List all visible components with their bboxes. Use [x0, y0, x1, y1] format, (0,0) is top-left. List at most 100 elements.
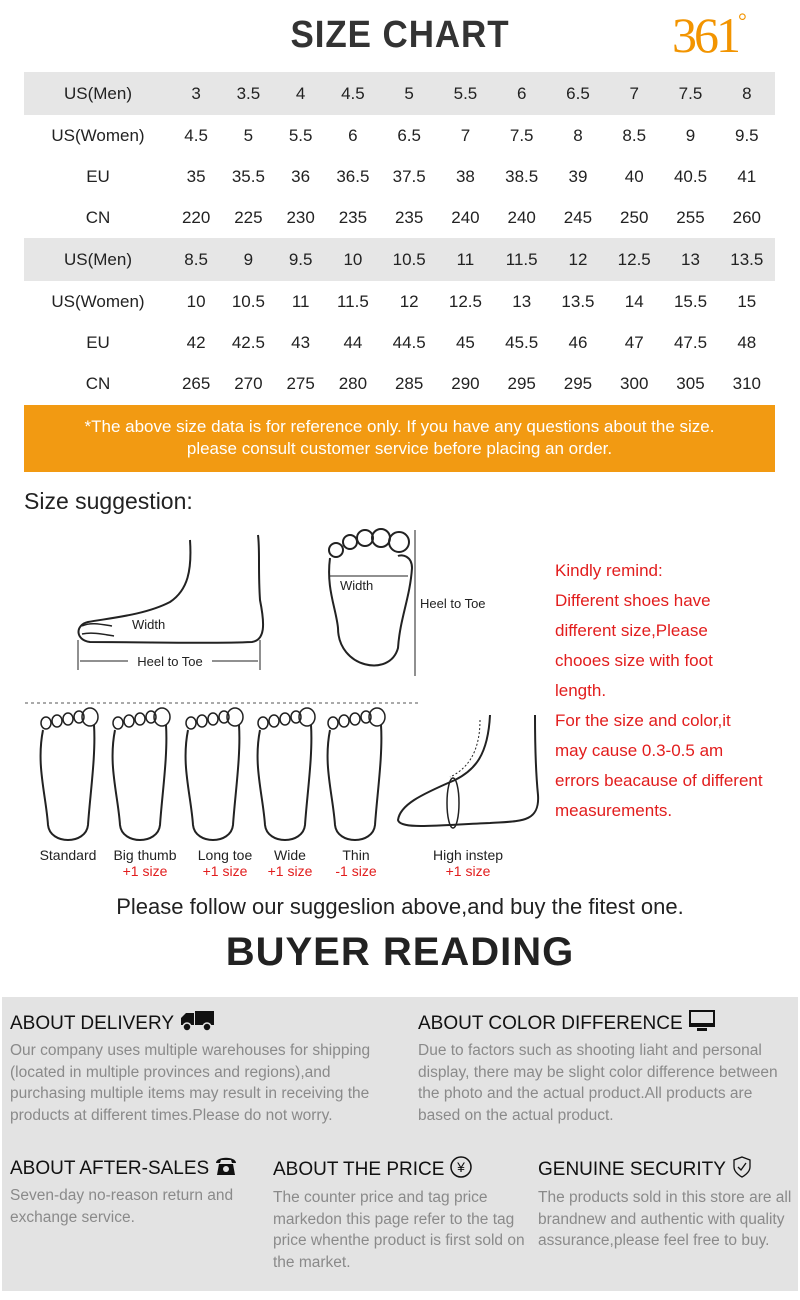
size-cell: 48: [737, 332, 757, 352]
section-title: ABOUT DELIVERY: [10, 1013, 175, 1034]
foot-type-label: High instep +1 size: [423, 847, 513, 879]
remind-line: different size,Please: [555, 621, 708, 640]
foot-outline: [184, 707, 244, 841]
size-cell: 5.5: [288, 125, 313, 145]
size-cell: 270: [234, 373, 263, 393]
size-cell: 4.5: [324, 72, 382, 115]
size-cell: 8.5: [622, 125, 647, 145]
size-cell: 45.5: [505, 332, 539, 352]
top-foot-diagram: Width Heel to Toe: [328, 528, 486, 676]
size-cell: 225: [234, 207, 263, 227]
svg-text:¥: ¥: [456, 1159, 465, 1175]
size-cell: 47: [624, 332, 644, 352]
size-cell: 12.5: [606, 238, 663, 281]
buyer-section: ABOUT COLOR DIFFERENCE Due to factors suc…: [418, 1010, 798, 1126]
foot-outline: [111, 707, 171, 841]
foot-type-name: Standard: [39, 847, 97, 863]
size-cell: 41: [737, 166, 757, 186]
size-cell: 38.5: [505, 166, 539, 186]
width-top-label: Width: [340, 578, 373, 593]
size-cell: 7.5: [509, 125, 534, 145]
foot-type-label: Big thumb +1 size: [100, 847, 190, 879]
size-suggestion-title: Size suggestion:: [24, 488, 193, 514]
section-text: Our company uses multiple warehouses for…: [10, 1042, 371, 1124]
size-cell: 295: [507, 373, 536, 393]
buyer-section: ABOUT DELIVERY Our company uses multiple …: [10, 1010, 400, 1126]
size-cell: 11.5: [493, 238, 550, 281]
size-cell: 230: [286, 207, 315, 227]
size-cell: 5: [243, 125, 254, 145]
size-cell: 250: [620, 207, 649, 227]
size-cell: 15: [737, 291, 757, 311]
size-cell: 5.5: [437, 72, 494, 115]
size-cell: 280: [338, 373, 368, 393]
size-cell: 10.5: [381, 238, 438, 281]
size-cell: 47.5: [673, 332, 708, 352]
size-cell: 36.5: [336, 166, 370, 186]
size-cell: 12: [399, 291, 419, 311]
size-table: US(Men) 3 3.5 4 4.5 5 5.5 6 6.5 7 7.5 8 US(Women) 4.5…: [24, 72, 775, 404]
foot-type-label: Wide +1 size: [245, 847, 335, 879]
size-cell: 220: [181, 207, 211, 227]
remind-line: Kindly remind:: [555, 561, 663, 580]
foot-type-name: Wide: [274, 847, 306, 863]
size-adjust: +1 size: [445, 863, 491, 879]
heel-to-toe-label: Heel to Toe: [137, 654, 203, 669]
size-row: CN 265 270 275 280 285 290 295 295 300 305 310: [24, 363, 775, 404]
size-cell: 15.5: [673, 291, 708, 311]
size-cell: 37.5: [392, 166, 426, 186]
size-cell: 240: [507, 207, 536, 227]
remind-line: measurements.: [555, 801, 673, 820]
section-heading: ABOUT THE PRICE ¥: [273, 1155, 528, 1185]
size-cell: 265: [181, 373, 211, 393]
row-label: US(Women): [51, 291, 145, 311]
size-cell: 11: [437, 238, 494, 281]
truck-icon: [179, 1010, 215, 1038]
section-text: Seven-day no-reason return and exchange …: [10, 1187, 234, 1226]
remind-line: Different shoes have: [555, 591, 711, 610]
size-cell: 11: [291, 291, 310, 311]
foot-outline: [326, 707, 386, 841]
size-cell: 255: [676, 207, 705, 227]
brand-logo: 361°: [672, 6, 747, 64]
section-title: GENUINE SECURITY: [538, 1159, 726, 1180]
size-cell: 7: [606, 72, 663, 115]
width-label: Width: [132, 617, 165, 632]
foot-types-diagram: [25, 702, 540, 841]
row-label: US(Men): [24, 72, 172, 115]
size-cell: 6.5: [549, 72, 607, 115]
remind-line: length.: [555, 681, 607, 700]
size-cell: 42.5: [231, 332, 265, 352]
size-row: US(Women) 4.5 5 5.5 6 6.5 7 7.5 8 8.5 9 9.5: [24, 115, 775, 156]
size-cell: 45: [455, 332, 475, 352]
size-cell: 295: [563, 373, 593, 393]
size-cell: 13.5: [561, 291, 595, 311]
size-cell: 275: [286, 373, 315, 393]
row-label: US(Women): [51, 125, 145, 145]
size-adjust: -1 size: [335, 863, 377, 879]
size-row: US(Men) 8.5 9 9.5 10 10.5 11 11.5 12 12.5 13 13.5: [24, 238, 775, 281]
size-cell: 4.5: [184, 125, 208, 145]
buyer-section: GENUINE SECURITY The products sold in thi…: [538, 1155, 793, 1252]
size-cell: 4: [276, 72, 325, 115]
foot-type-label: Long toe +1 size: [180, 847, 270, 879]
logo-degree: °: [738, 8, 747, 33]
page-title: SIZE CHART: [290, 14, 510, 56]
section-title: ABOUT THE PRICE: [273, 1159, 445, 1180]
foot-outline: [39, 707, 99, 841]
buyer-section: ABOUT AFTER-SALES Seven-day no-reason ret…: [10, 1155, 260, 1228]
size-cell: 9: [685, 125, 696, 145]
size-cell: 8: [718, 72, 775, 115]
remind-line: errors beacause of different: [555, 771, 763, 790]
size-cell: 43: [291, 332, 311, 352]
size-cell: 235: [338, 207, 368, 227]
row-label: EU: [86, 332, 110, 352]
heel-to-toe-top-label: Heel to Toe: [420, 596, 486, 611]
size-cell: 260: [732, 207, 761, 227]
size-cell: 5: [381, 72, 438, 115]
size-cell: 44.5: [392, 332, 426, 352]
size-cell: 10: [186, 291, 206, 311]
size-cell: 6: [493, 72, 550, 115]
size-cell: 235: [394, 207, 424, 227]
notice-line-1: *The above size data is for reference on…: [84, 417, 715, 436]
